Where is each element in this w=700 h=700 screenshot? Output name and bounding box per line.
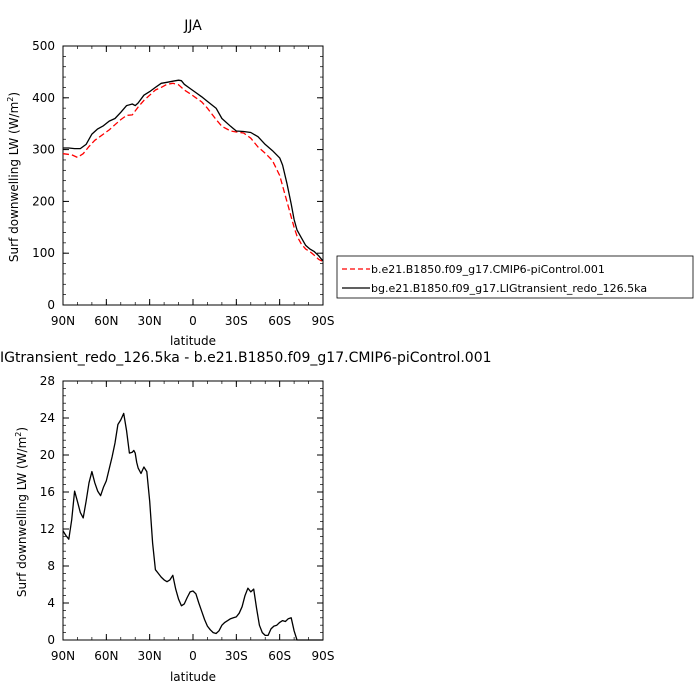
bottom-y-tick-label: 20 xyxy=(40,448,55,462)
top-y-axis-label: Surf downwelling LW (W/m2) xyxy=(6,92,21,262)
legend-label-LIGtransient: bg.e21.B1850.f09_g17.LIGtransient_redo_1… xyxy=(371,282,647,295)
bottom-x-tick-label: 0 xyxy=(189,649,197,663)
bottom-x-ticks: 90N 60N 30N 0 30S 60S 90S xyxy=(51,381,335,663)
bottom-series-lines xyxy=(62,412,323,641)
bottom-x-tick-label: 60N xyxy=(94,649,118,663)
top-y-tick-label: 500 xyxy=(32,39,55,53)
top-y-tick-label: 0 xyxy=(47,298,55,312)
top-y-tick-label: 300 xyxy=(32,143,55,157)
bottom-y-tick-label: 16 xyxy=(40,485,55,499)
top-panel: JJA 0 100 200 300 400 500 90N 60N 30N 0 30S 60S 90S… xyxy=(6,18,334,348)
bottom-x-axis-label: latitude xyxy=(170,670,216,684)
top-plot-frame xyxy=(62,45,324,306)
top-y-tick-label: 400 xyxy=(32,91,55,105)
top-y-ticks: 0 100 200 300 400 500 xyxy=(32,39,323,312)
top-x-ticks: 90N 60N 30N 0 30S 60S 90S xyxy=(51,46,335,328)
bottom-title: bg.e21.B1850.f09_g17.LIGtransient_redo_1… xyxy=(0,350,492,366)
bottom-panel: bg.e21.B1850.f09_g17.LIGtransient_redo_1… xyxy=(0,350,492,684)
top-x-tick-label: 30S xyxy=(225,314,248,328)
bottom-y-ticks: 0 4 8 12 16 20 24 28 xyxy=(40,374,323,647)
bottom-x-tick-label: 30S xyxy=(225,649,248,663)
bottom-y-tick-label: 0 xyxy=(47,633,55,647)
bottom-y-axis-label: Surf downwelling LW (W/m2) xyxy=(14,427,29,597)
bottom-x-tick-label: 30N xyxy=(138,649,162,663)
bottom-y-tick-label: 24 xyxy=(40,411,55,425)
bottom-x-tick-label: 90S xyxy=(312,649,335,663)
legend-box xyxy=(336,255,694,299)
bottom-y-tick-label: 12 xyxy=(40,522,55,536)
top-x-tick-label: 60N xyxy=(94,314,118,328)
bottom-x-tick-label: 90N xyxy=(51,649,75,663)
top-series-line-0 xyxy=(62,82,324,263)
top-x-axis-label: latitude xyxy=(170,334,216,348)
top-x-tick-label: 30N xyxy=(138,314,162,328)
top-title: JJA xyxy=(183,18,202,34)
top-x-tick-label: 90N xyxy=(51,314,75,328)
top-series-lines xyxy=(62,79,324,263)
top-y-tick-label: 100 xyxy=(32,246,55,260)
top-x-tick-label: 0 xyxy=(189,314,197,328)
legend-label-piControl: b.e21.B1850.f09_g17.CMIP6-piControl.001 xyxy=(371,263,605,276)
bottom-series-line-0 xyxy=(62,412,323,641)
bottom-y-tick-label: 8 xyxy=(47,559,55,573)
bottom-plot-frame xyxy=(62,380,324,641)
legend: b.e21.B1850.f09_g17.CMIP6-piControl.001 … xyxy=(336,255,694,299)
bottom-y-tick-label: 28 xyxy=(40,374,55,388)
top-y-tick-label: 200 xyxy=(32,194,55,208)
top-x-tick-label: 90S xyxy=(312,314,335,328)
top-x-tick-label: 60S xyxy=(268,314,291,328)
top-series-line-1 xyxy=(63,79,324,262)
bottom-x-tick-label: 60S xyxy=(268,649,291,663)
bottom-y-tick-label: 4 xyxy=(47,596,55,610)
